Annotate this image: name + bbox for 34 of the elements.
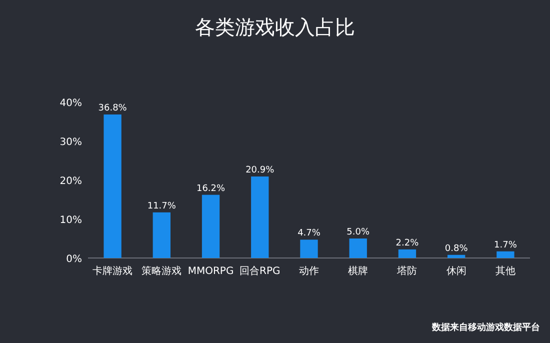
y-tick-label: 20% [60, 176, 82, 187]
data-label: 0.8% [444, 244, 468, 254]
x-tick-label: 棋牌 [348, 265, 368, 277]
y-tick-label: 40% [60, 98, 82, 109]
x-tick-label: 其他 [495, 265, 516, 277]
text: 数据来自移动游戏数据平台 [431, 322, 540, 333]
bar [152, 212, 171, 258]
chart-title: 各类游戏收入占比 [195, 15, 355, 39]
bar [447, 254, 466, 258]
bar [104, 114, 122, 258]
x-tick-label: 策略游戏 [142, 265, 182, 277]
data-label: 1.7% [494, 240, 518, 250]
y-tick-label: 30% [60, 137, 82, 148]
bar [202, 194, 220, 258]
data-label: 20.9% [246, 165, 275, 176]
y-tick-label: 10% [60, 215, 82, 226]
bar [398, 249, 416, 258]
x-tick-label: 卡牌游戏 [92, 265, 133, 277]
bar [251, 176, 269, 258]
y-tick-label: 0% [66, 254, 82, 265]
bar [349, 238, 367, 258]
x-tick-label: 动作 [299, 266, 319, 277]
x-tick-label: MMORPG [188, 266, 234, 277]
data-label: 16.2% [196, 184, 226, 194]
data-label: 11.7% [147, 201, 176, 212]
x-tick-label: 休闲 [446, 265, 466, 277]
data-label: 36.8% [98, 103, 128, 114]
data-label: 4.7% [298, 228, 321, 239]
x-tick-label: 回合RPG [240, 265, 280, 277]
data-label: 2.2% [396, 238, 420, 248]
x-tick-label: 塔防 [396, 265, 418, 277]
bar [496, 251, 514, 258]
data-label: 5.0% [346, 228, 370, 238]
bar [300, 240, 318, 258]
